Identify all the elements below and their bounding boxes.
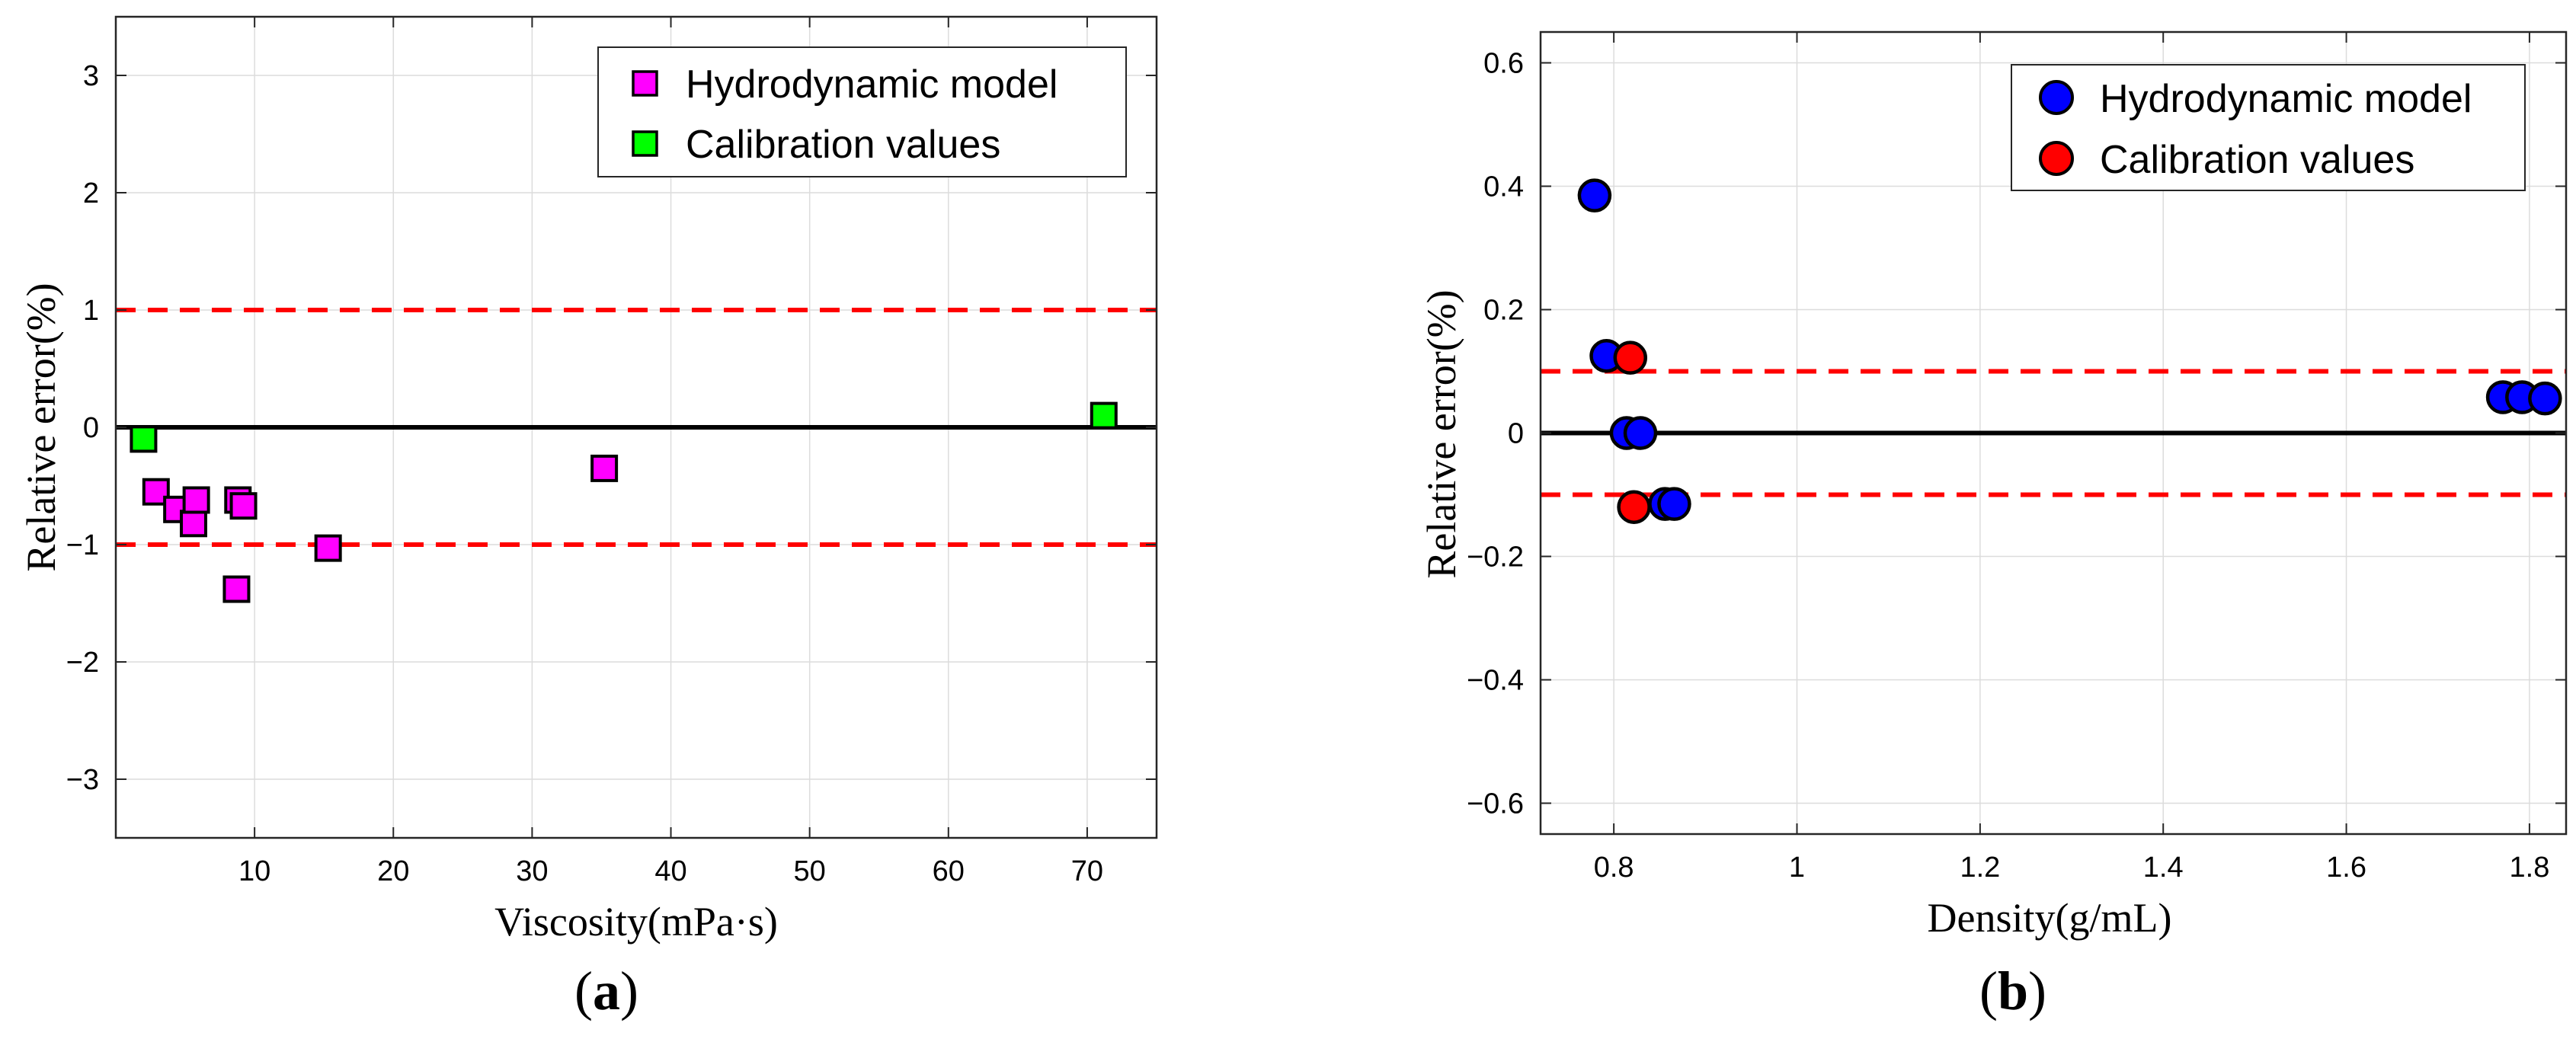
- panel-a-x-tick-label: 30: [516, 855, 548, 887]
- panel-b-legend: Hydrodynamic model Calibration values: [2011, 64, 2526, 191]
- panel-b-tick-marks: [1541, 32, 2566, 834]
- panel-b-point-hydrodynamic-model: [1623, 416, 1658, 450]
- panel-a-label-letter: a: [593, 960, 620, 1021]
- panel-a-y-tick-label: 0: [83, 412, 99, 444]
- panel-b: 0.8 1 1.2 1.4 1.6 1.8 −0.6−0.4−0.200.20.40.6 …: [1419, 30, 2568, 1021]
- panel-b-y-tick-label: 0.4: [1483, 171, 1524, 203]
- panel-a-point-hydrodynamic-model: [314, 534, 342, 562]
- panel-b-reference-lines: [1541, 369, 2566, 497]
- panel-a-x-tick-label: 70: [1071, 855, 1103, 887]
- panel-b-label: (b): [1979, 960, 2046, 1021]
- panel-a-point-calibration-values: [130, 425, 158, 453]
- panel-b-x-tick-label: 1.6: [2326, 852, 2366, 884]
- panel-b-point-calibration-values: [1613, 340, 1648, 375]
- panel-b-legend-box: [2011, 64, 2526, 191]
- panel-a-y-tick-labels: −3 −2 −1 0 1 2 3: [66, 60, 99, 796]
- panel-a-point-hydrodynamic-model: [182, 486, 210, 514]
- panel-a-x-tick-label: 10: [238, 855, 270, 887]
- panel-a-label: (a): [574, 960, 638, 1021]
- panel-b-point-hydrodynamic-model: [1577, 178, 1612, 213]
- panel-a-point-calibration-values: [1090, 401, 1118, 430]
- panel-a-y-axis-label: Relative error(%): [18, 283, 64, 571]
- panel-b-point-calibration-values: [1617, 490, 1651, 524]
- panel-a-legend-marker-calibration: [632, 130, 658, 157]
- panel-a-legend-label-hydrodynamic: Hydrodynamic model: [686, 62, 1058, 107]
- panel-a-x-tick-label: 60: [933, 855, 965, 887]
- panel-a-y-tick-label: −2: [66, 647, 99, 679]
- panel-a-y-tick-label: −1: [66, 529, 99, 561]
- panel-b-x-tick-label: 0.8: [1594, 852, 1634, 884]
- panel-a-point-hydrodynamic-model: [590, 454, 619, 482]
- panel-a-tick-marks: [116, 17, 1157, 838]
- panel-b-x-tick-label: 1.2: [1960, 852, 2000, 884]
- panel-b-y-tick-label: −0.6: [1467, 788, 1524, 820]
- panel-a-y-tick-label: 2: [83, 177, 99, 209]
- panel-a-y-tick-label: 3: [83, 60, 99, 92]
- panel-a-label-open-paren: (: [574, 960, 593, 1021]
- panel-b-label-open-paren: (: [1979, 960, 1998, 1021]
- panel-b-y-tick-label: 0.6: [1483, 48, 1524, 80]
- panel-b-label-letter: b: [1998, 960, 2028, 1021]
- panel-a-label-close-paren: ): [620, 960, 638, 1021]
- panel-a-y-tick-label: 1: [83, 295, 99, 327]
- panel-b-legend-label-calibration: Calibration values: [2100, 138, 2414, 182]
- panel-b-x-axis-label: Density(g/mL): [1928, 895, 2172, 941]
- panel-b-legend-marker-calibration: [2039, 141, 2074, 176]
- panel-b-x-tick-label: 1.8: [2510, 852, 2550, 884]
- panel-a-point-hydrodynamic-model: [229, 492, 258, 520]
- panel-b-legend-label-hydrodynamic: Hydrodynamic model: [2100, 77, 2472, 121]
- panel-b-x-tick-labels: 0.8 1 1.2 1.4 1.6 1.8: [1594, 852, 2550, 884]
- panel-b-y-tick-label: −0.2: [1467, 542, 1524, 574]
- panel-b-x-tick-label: 1.4: [2143, 852, 2184, 884]
- panel-a-x-tick-labels: 10 20 30 40 50 60 70: [238, 855, 1103, 887]
- panel-b-y-axis-label: Relative error(%): [1419, 289, 1464, 578]
- panel-a-reference-lines: [116, 308, 1157, 547]
- panel-b-y-tick-label: −0.4: [1467, 665, 1524, 697]
- panel-a-data-points: [130, 401, 1118, 603]
- panel-a-legend-marker-hydrodynamic: [632, 70, 658, 97]
- panel-a-x-tick-label: 40: [654, 855, 686, 887]
- panel-b-x-tick-label: 1: [1789, 852, 1805, 884]
- panel-a-point-hydrodynamic-model: [179, 510, 207, 538]
- panel-b-point-hydrodynamic-model: [2528, 381, 2562, 416]
- panel-a-x-tick-label: 20: [377, 855, 409, 887]
- panel-a: 10 20 30 40 50 60 70 −3 −2 −1 0 1 2 3 Viscosity(mPa·…: [18, 15, 1158, 1021]
- panel-a-x-axis-label: Viscosity(mPa·s): [494, 899, 778, 945]
- panel-b-legend-marker-hydrodynamic: [2039, 80, 2074, 115]
- panel-b-y-tick-labels: −0.6 −0.4 −0.2 0 0.2 0.4 0.6: [1467, 48, 1524, 820]
- panel-a-point-hydrodynamic-model: [222, 575, 251, 603]
- panel-b-label-close-paren: ): [2028, 960, 2046, 1021]
- panel-a-legend: Hydrodynamic model Calibration values: [597, 46, 1127, 177]
- panel-b-y-tick-label: 0: [1508, 418, 1524, 450]
- panel-a-y-tick-label: −3: [66, 764, 99, 796]
- panel-b-data-points: [1577, 178, 2562, 524]
- panel-b-y-tick-label: 0.2: [1483, 295, 1524, 327]
- panel-a-legend-box: [597, 46, 1127, 177]
- panel-a-legend-label-calibration: Calibration values: [686, 123, 1000, 167]
- panel-b-point-hydrodynamic-model: [1657, 487, 1691, 521]
- panel-a-x-tick-label: 50: [794, 855, 826, 887]
